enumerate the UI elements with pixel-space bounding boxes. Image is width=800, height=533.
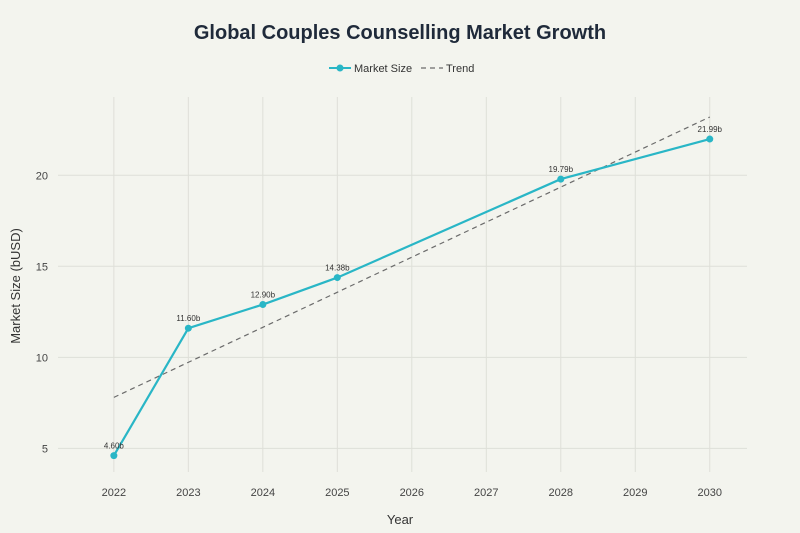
data-label: 14.38b: [325, 264, 350, 273]
data-label: 11.60b: [176, 314, 200, 323]
x-tick-label: 2022: [102, 487, 126, 499]
x-tick-label: 2029: [623, 487, 647, 499]
x-tick-label: 2023: [176, 487, 200, 499]
x-tick-label: 2028: [549, 487, 573, 499]
data-label: 12.90b: [251, 291, 276, 300]
x-tick-label: 2026: [400, 487, 424, 499]
data-point[interactable]: [184, 324, 192, 332]
y-axis-ticks: 5 10 15 20: [36, 170, 48, 455]
data-point[interactable]: [557, 175, 565, 183]
legend-label-market-size: Market Size: [354, 63, 412, 75]
data-label: 4.60b: [104, 442, 125, 451]
legend: Market Size Trend: [329, 63, 474, 75]
x-tick-label: 2027: [474, 487, 498, 499]
data-point[interactable]: [333, 274, 341, 282]
chart-title: Global Couples Counselling Market Growth: [194, 22, 606, 44]
trend-line: [113, 116, 711, 398]
legend-item-trend[interactable]: Trend: [421, 63, 474, 75]
x-tick-label: 2024: [251, 487, 275, 499]
data-label: 19.79b: [549, 165, 574, 174]
y-tick-label: 5: [42, 443, 48, 455]
market-size-series: 4.60b 11.60b 12.90b 14.38b 19.79b 21.99b: [104, 125, 723, 460]
data-point[interactable]: [259, 301, 267, 309]
market-size-line: [112, 137, 711, 457]
legend-label-trend: Trend: [446, 63, 474, 75]
data-point[interactable]: [110, 452, 118, 460]
x-axis-ticks: 2022 2023 2024 2025 2026 2027 2028 2029 2030: [102, 487, 722, 499]
trend-series: [113, 116, 711, 398]
x-tick-label: 2025: [325, 487, 349, 499]
y-tick-label: 15: [36, 261, 48, 273]
data-point[interactable]: [706, 135, 714, 143]
data-label: 21.99b: [698, 125, 723, 134]
x-axis-title: Year: [387, 512, 414, 527]
x-tick-label: 2030: [698, 487, 722, 499]
y-tick-label: 10: [36, 352, 48, 364]
legend-marker-market-size: [336, 64, 344, 72]
grid: [58, 97, 747, 472]
y-axis-title: Market Size (bUSD): [8, 228, 23, 344]
y-tick-label: 20: [36, 170, 48, 182]
legend-item-market-size[interactable]: Market Size: [329, 63, 412, 75]
